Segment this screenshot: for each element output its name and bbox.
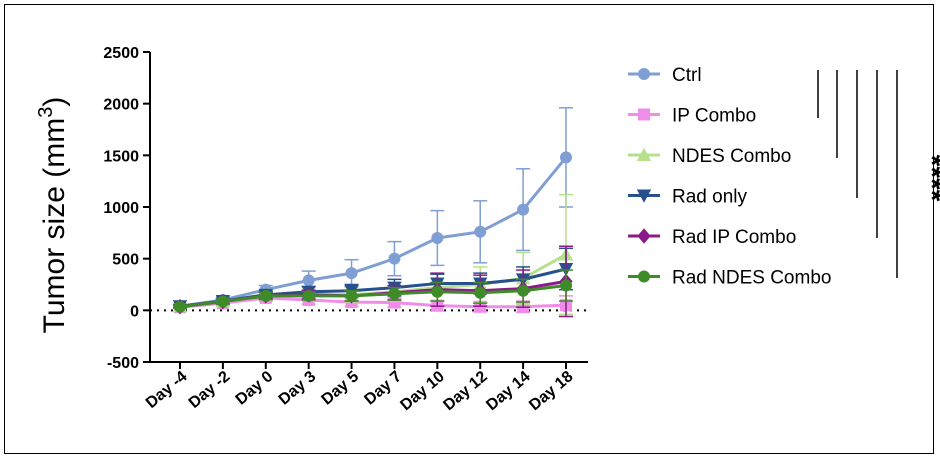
- y-axis-label: Tumor size (mm3): [35, 97, 71, 334]
- legend-item: Rad IP Combo: [628, 227, 796, 248]
- x-tick-label: Day 0: [233, 368, 277, 409]
- legend-item: NDES Combo: [628, 146, 791, 167]
- legend-label: Ctrl: [672, 65, 702, 86]
- data-point: [474, 225, 487, 238]
- y-tick-label: -500: [107, 355, 139, 372]
- data-point: [636, 147, 652, 161]
- data-point: [560, 279, 572, 292]
- data-point: [636, 189, 652, 203]
- x-tick-label: Day -4: [143, 368, 191, 412]
- legend-label: Rad only: [672, 187, 747, 208]
- series-line: [179, 156, 568, 308]
- series-line: [179, 296, 567, 309]
- x-tick-label: Day 18: [526, 368, 577, 414]
- data-point: [216, 295, 229, 308]
- figure-frame: [4, 4, 934, 454]
- data-point: [431, 285, 444, 298]
- data-point: [638, 108, 650, 121]
- legend-item: Ctrl: [628, 65, 702, 86]
- legend-item: Rad only: [628, 187, 747, 208]
- x-tick-label: Day 5: [318, 368, 362, 409]
- y-tick-label: 2000: [103, 97, 139, 114]
- x-tick-label: Day -2: [186, 368, 234, 412]
- data-point: [560, 151, 572, 164]
- data-point: [517, 203, 530, 216]
- legend-item: IP Combo: [628, 106, 756, 127]
- y-tick-label: 1000: [103, 200, 139, 217]
- legend-label: Rad IP Combo: [672, 227, 796, 248]
- significance-brackets: ****: [817, 70, 940, 278]
- x-tick-label: Day 12: [440, 368, 491, 414]
- data-point: [388, 252, 401, 265]
- series-rad-ndes-combo: [173, 269, 573, 313]
- y-tick-label: 1500: [103, 148, 139, 165]
- data-point: [517, 284, 530, 297]
- data-point: [302, 289, 315, 302]
- y-tick-label: 0: [130, 303, 139, 320]
- data-point: [345, 267, 358, 280]
- legend-label: NDES Combo: [672, 146, 791, 167]
- legend: Ctrl IP Combo NDES Combo Rad only Rad IP Com…: [628, 65, 831, 289]
- data-point: [259, 289, 272, 302]
- y-tick-label: 2500: [103, 45, 139, 62]
- data-point: [638, 68, 650, 80]
- data-point: [388, 287, 401, 300]
- legend-label: Rad NDES Combo: [672, 268, 831, 289]
- legend-item: Rad NDES Combo: [628, 268, 831, 289]
- data-point: [345, 289, 358, 302]
- x-tick-label: Day 14: [483, 368, 534, 414]
- data-point: [302, 274, 315, 287]
- y-tick-label: 500: [112, 252, 139, 269]
- data-point: [474, 286, 487, 299]
- legend-label: IP Combo: [672, 106, 756, 127]
- x-tick-label: Day 3: [276, 368, 320, 409]
- significance-label: ****: [915, 155, 940, 202]
- data-point: [431, 232, 444, 244]
- series-group: [172, 107, 574, 318]
- series-line: [179, 284, 567, 309]
- data-point: [174, 300, 186, 313]
- data-point: [638, 270, 650, 283]
- x-tick-label: Day 10: [397, 368, 448, 414]
- data-point: [637, 228, 651, 244]
